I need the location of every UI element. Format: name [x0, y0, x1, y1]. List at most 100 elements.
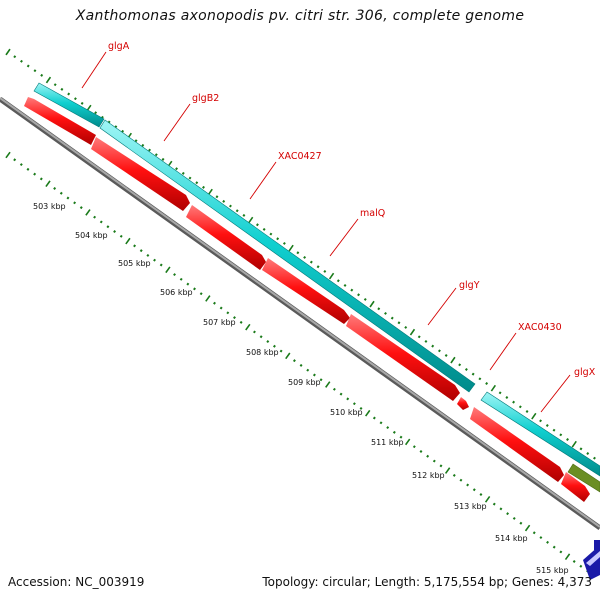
- outer-ring-tick: [80, 101, 84, 105]
- outer-ring-tick: [525, 410, 529, 413]
- inner-ring-tick: [426, 454, 430, 458]
- outer-ring-tick: [141, 143, 145, 147]
- outer-ring-tick: [45, 76, 52, 84]
- outer-ring-tick: [229, 204, 232, 208]
- tick-label-515: 515 kbp: [536, 566, 569, 575]
- gene-glgX-arrow[interactable]: [561, 472, 590, 502]
- inner-ring-tick: [19, 163, 23, 167]
- inner-ring-tick: [539, 536, 543, 540]
- inner-ring-tick: [133, 244, 137, 248]
- inner-ring-tick: [512, 516, 516, 520]
- inner-ring-tick: [113, 230, 117, 233]
- outer-ring-tick: [531, 412, 537, 420]
- genome-summary-text: Topology: circular; Length: 5,175,554 bp…: [262, 575, 592, 589]
- inner-ring-tick: [266, 340, 270, 343]
- inner-ring-tick: [506, 512, 510, 516]
- gene-label-glgX[interactable]: glgX: [574, 367, 596, 378]
- inner-ring-tick: [119, 234, 123, 238]
- inner-ring-tick: [466, 483, 470, 487]
- gene-glgY-arrow[interactable]: [346, 314, 460, 401]
- outer-ring-tick: [161, 157, 165, 161]
- outer-ring-tick: [222, 199, 226, 203]
- position-tick-labels: 503 kbp 504 kbp 505 kbp 506 kbp 507 kbp …: [33, 202, 569, 575]
- inner-ring-tick: [205, 295, 211, 302]
- outer-ring-tick: [512, 400, 516, 404]
- outer-ring-tick: [73, 97, 77, 101]
- outer-ring-tick: [188, 176, 192, 180]
- gene-cyan-block-3[interactable]: [480, 391, 600, 477]
- inner-ring-tick: [499, 507, 503, 511]
- gene-label-XAC0427[interactable]: XAC0427: [278, 151, 322, 162]
- outer-ring-tick: [464, 367, 468, 371]
- gene-malQ-arrow[interactable]: [262, 258, 350, 324]
- tick-label-509: 509 kbp: [288, 378, 321, 387]
- outer-ring-tick: [60, 87, 64, 91]
- outer-ring-tick: [13, 55, 17, 59]
- outer-ring-tick: [94, 111, 98, 115]
- gene-glgB2-arrow[interactable]: [91, 137, 190, 211]
- outer-ring-tick: [40, 73, 44, 77]
- inner-ring-tick: [125, 237, 131, 245]
- tick-label-510: 510 kbp: [330, 408, 363, 417]
- inner-ring-tick: [379, 421, 383, 425]
- outer-ring-tick: [437, 349, 441, 353]
- outer-ring-tick: [248, 216, 254, 224]
- inner-ring-tick: [452, 473, 456, 477]
- inner-ring-tick: [153, 258, 157, 262]
- tick-label-512: 512 kbp: [412, 471, 445, 480]
- reverse-strand: [24, 97, 590, 502]
- outer-ring-tick: [20, 59, 23, 63]
- gene-label-XAC0430[interactable]: XAC0430: [518, 322, 562, 333]
- gene-label-malQ[interactable]: malQ: [360, 208, 385, 219]
- inner-ring-tick: [226, 311, 230, 315]
- gene-red-1[interactable]: [24, 97, 96, 145]
- gene-glgA-feature[interactable]: [33, 82, 105, 128]
- inner-ring-tick: [472, 488, 476, 492]
- outer-ring-tick: [323, 269, 327, 273]
- gene-olive-feature[interactable]: [567, 463, 600, 493]
- tick-label-504: 504 kbp: [75, 231, 108, 240]
- outer-ring-tick: [390, 316, 394, 320]
- outer-ring-tick: [505, 396, 509, 399]
- inner-ring-tick: [73, 201, 77, 205]
- outer-ring-tick: [350, 288, 354, 292]
- outer-ring-tick: [309, 260, 313, 264]
- outer-ring-tick: [148, 148, 152, 152]
- inner-ring-tick: [404, 438, 411, 446]
- inner-ring-tick: [93, 215, 97, 219]
- inner-ring-tick: [292, 359, 296, 363]
- outer-ring-tick: [485, 382, 489, 385]
- accession-text: Accession: NC_003919: [8, 575, 145, 589]
- blue-feature[interactable]: [583, 540, 600, 580]
- outer-ring-tick: [518, 405, 522, 409]
- gene-cyan-block-2[interactable]: [99, 119, 476, 393]
- outer-ring-tick: [397, 321, 401, 325]
- gene-label-glgA[interactable]: glgA: [108, 41, 130, 52]
- inner-ring-tick: [419, 450, 423, 453]
- outer-ring-tick: [417, 335, 421, 339]
- inner-ring-tick: [459, 478, 463, 482]
- inner-ring-tick: [564, 553, 571, 561]
- inner-ring-tick: [165, 266, 171, 274]
- gene-XAC0427-arrow[interactable]: [186, 205, 266, 270]
- inner-ring-tick: [299, 363, 303, 367]
- inner-ring-tick: [186, 282, 190, 286]
- inner-ring-tick: [306, 368, 310, 372]
- map-title: Xanthomonas axonopodis pv. citri str. 30…: [75, 8, 525, 24]
- tick-label-506: 506 kbp: [160, 288, 193, 297]
- inner-ring-tick: [253, 330, 256, 334]
- inner-ring-tick: [5, 151, 11, 159]
- tick-label-514: 514 kbp: [495, 534, 528, 543]
- gene-small-arrow[interactable]: [457, 397, 469, 410]
- inner-ring-tick: [339, 392, 343, 396]
- inner-ring-tick: [245, 323, 251, 331]
- inner-ring-tick: [365, 409, 371, 417]
- inner-ring-tick: [352, 402, 356, 406]
- outer-ring-tick: [458, 363, 462, 367]
- inner-ring-tick: [439, 464, 443, 468]
- inner-tick-ring: [5, 151, 596, 578]
- gene-label-glgY[interactable]: glgY: [459, 280, 480, 291]
- gene-label-glgB2[interactable]: glgB2: [192, 93, 219, 104]
- gene-XAC0430-arrow[interactable]: [470, 407, 564, 482]
- tick-label-505: 505 kbp: [118, 259, 151, 268]
